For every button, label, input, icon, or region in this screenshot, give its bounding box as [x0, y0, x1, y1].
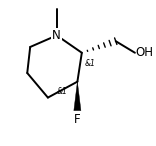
Text: &1: &1 [57, 87, 68, 97]
Text: OH: OH [135, 46, 153, 59]
Text: F: F [74, 113, 81, 126]
Polygon shape [74, 82, 81, 111]
Text: N: N [52, 29, 61, 42]
Text: &1: &1 [85, 59, 96, 68]
